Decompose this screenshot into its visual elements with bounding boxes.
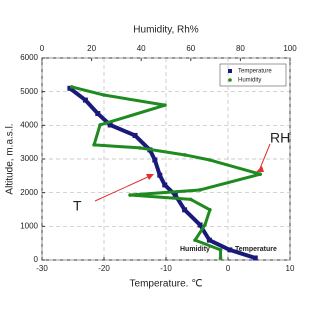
point [258,172,263,176]
point [67,85,73,91]
point [138,146,142,150]
y-tick-label: 2000 [20,188,38,197]
point [198,188,202,192]
point [252,255,258,261]
x2-tick-label: 100 [283,44,297,53]
chart: Humidity, Rh% Temperature. ℃ Altitude, m… [5,25,298,290]
point [227,247,233,253]
x2-tick-label: 80 [236,44,245,53]
y-tick-label: 1000 [20,221,38,230]
annotation: T [73,198,82,214]
point [128,193,132,197]
arrow [94,175,151,202]
x2-tick-label: 20 [87,44,96,53]
x-tick-label: -10 [160,264,172,273]
point [172,192,178,198]
point [208,158,212,162]
point [208,208,212,212]
x2-tick-label: 60 [186,44,195,53]
x-tick-label: 10 [286,264,295,273]
y-tick-label: 0 [34,255,39,264]
x2-tick-label: 0 [40,44,45,53]
point [203,223,207,227]
annotation: Temperature [235,246,277,253]
y-tick-label: 6000 [20,53,38,62]
point [218,256,223,260]
point [189,197,193,202]
point [162,182,168,188]
point [102,93,106,97]
legend-label: Humidity [238,78,261,84]
point [107,122,113,128]
point [206,237,212,243]
y-tick-label: 4000 [20,120,38,129]
point [95,111,101,117]
point [193,238,197,242]
annotation: RH [270,130,290,146]
x2-tick-label: 40 [137,44,146,53]
arrow-head [256,166,264,172]
point [182,207,188,213]
y-axis-title: Altitude, m.a.s.l. [5,123,16,194]
x-axis-title: Temperature. ℃ [130,279,203,290]
point [82,97,88,103]
legend-label: Temperature [238,69,272,75]
legend-marker [228,78,232,82]
point [197,222,203,228]
point [218,248,223,252]
arrow-head [146,174,154,180]
y-tick-label: 3000 [20,154,38,163]
top-axis-title: Humidity, Rh% [133,25,198,36]
point [92,143,96,147]
y-tick-label: 5000 [20,87,38,96]
point [69,85,74,89]
point [157,172,163,178]
arrow [258,143,271,172]
annotation: Humidity [180,246,210,253]
legend-marker [228,69,232,73]
point [183,153,187,157]
point [98,123,102,127]
point [163,103,167,107]
point [132,132,138,138]
point [152,157,158,163]
legend-box [219,63,287,87]
x-tick-label: 0 [226,264,231,273]
x-tick-label: -30 [36,264,48,273]
x-tick-label: -20 [98,264,110,273]
